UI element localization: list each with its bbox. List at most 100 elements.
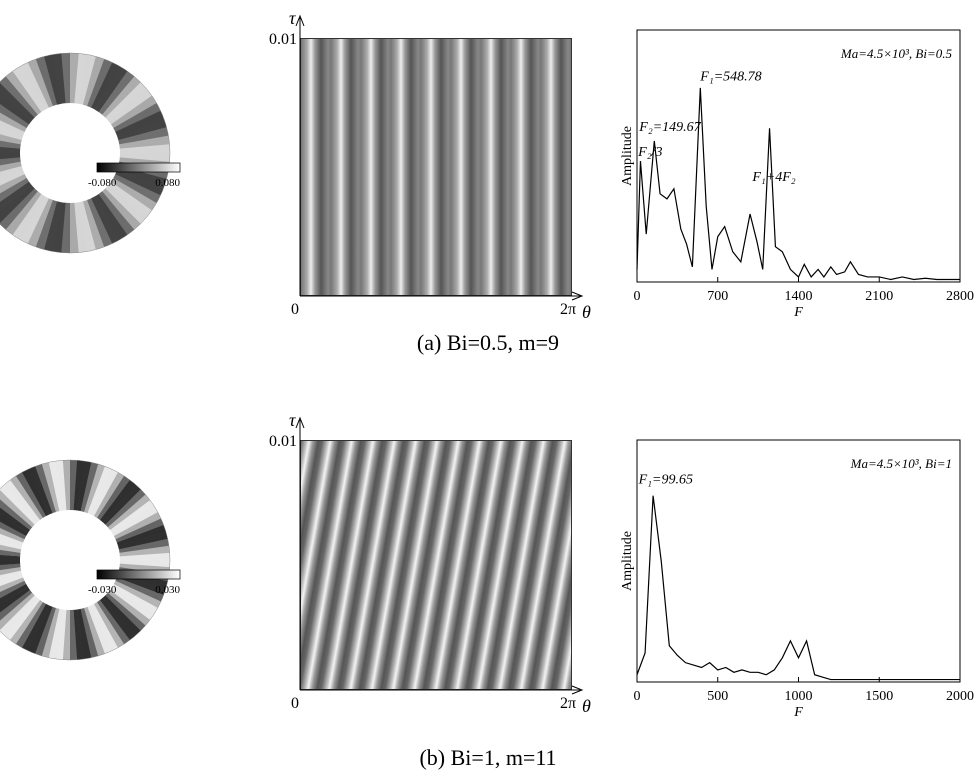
ring-sector bbox=[0, 152, 21, 160]
ring-sector bbox=[101, 188, 141, 230]
ring-sector bbox=[83, 606, 105, 657]
spectrum-line bbox=[636, 87, 960, 281]
ring-sector bbox=[0, 527, 25, 543]
ring-sector bbox=[109, 587, 155, 621]
ring-sector bbox=[80, 607, 99, 658]
x-axis-label: F bbox=[793, 705, 803, 720]
colorbar-min: -0.030 bbox=[88, 584, 117, 596]
ring-sector bbox=[0, 589, 33, 621]
ring-sector bbox=[113, 580, 161, 609]
ring-sector bbox=[87, 466, 112, 515]
annotation: F₂/3 bbox=[637, 145, 662, 160]
ring-sector bbox=[15, 601, 47, 648]
ring-sector bbox=[0, 521, 27, 540]
ring-sector bbox=[80, 462, 99, 513]
ring-sector bbox=[110, 500, 155, 534]
ring-sector bbox=[105, 185, 147, 225]
ring-sector bbox=[115, 518, 164, 543]
ring-sector bbox=[0, 103, 30, 128]
ring-sector bbox=[0, 140, 21, 149]
ring-sector bbox=[0, 181, 32, 212]
ring-sector bbox=[105, 592, 146, 631]
arrow bbox=[295, 416, 305, 429]
ring-sector bbox=[62, 609, 70, 660]
ring-sector bbox=[0, 112, 27, 132]
ring-sector bbox=[52, 202, 66, 253]
ring-sector bbox=[118, 538, 170, 554]
ring-sector bbox=[27, 58, 54, 108]
ring-sector bbox=[0, 127, 24, 141]
y-axis-label: Amplitude bbox=[620, 126, 635, 186]
ring-sector bbox=[70, 53, 80, 104]
spacetime-plot bbox=[300, 38, 572, 296]
ring-sector bbox=[4, 597, 41, 641]
ring-sector bbox=[0, 592, 35, 631]
ring-sector bbox=[0, 595, 38, 636]
ring-sector bbox=[90, 603, 118, 652]
ring-sector bbox=[118, 127, 169, 145]
ring-sector bbox=[78, 54, 97, 105]
ring-sector bbox=[19, 196, 49, 244]
ring-sector bbox=[48, 608, 63, 659]
ring-sector bbox=[15, 472, 47, 518]
ring-sector bbox=[35, 463, 57, 514]
ring-sector bbox=[102, 484, 141, 525]
ring-sector bbox=[98, 191, 135, 236]
ring-sector bbox=[0, 188, 38, 230]
ring-sector bbox=[77, 461, 92, 512]
ring-sector bbox=[74, 53, 88, 104]
ring-sector bbox=[107, 589, 151, 626]
y-axis-label: Amplitude bbox=[620, 531, 635, 591]
ring-sector bbox=[116, 525, 167, 547]
ring-sector bbox=[112, 505, 158, 537]
legend-text: Ma=4.5×10³, Bi=0.5 bbox=[840, 46, 953, 61]
ring-sector bbox=[0, 119, 25, 136]
spacetime-plot bbox=[300, 440, 572, 690]
ring-sector bbox=[90, 196, 120, 244]
ring-sector bbox=[5, 70, 42, 115]
ring-sector bbox=[0, 544, 22, 553]
ring-sector bbox=[110, 178, 157, 211]
ring-sector bbox=[28, 605, 53, 654]
ring-sector bbox=[0, 76, 39, 118]
ring-sector bbox=[0, 573, 24, 587]
ring-sector bbox=[22, 468, 50, 517]
ring-sector bbox=[0, 184, 35, 224]
x-tick-label: 0 bbox=[634, 689, 641, 704]
ring-sector bbox=[0, 577, 25, 592]
ring-sector bbox=[119, 552, 170, 561]
y-top: 0.01 bbox=[269, 31, 297, 48]
ring-sector bbox=[91, 62, 121, 110]
ring-sector bbox=[115, 170, 164, 196]
ring-sector bbox=[90, 469, 119, 517]
ring-sector bbox=[5, 191, 42, 235]
ring-sector bbox=[70, 459, 78, 511]
ring-sector bbox=[12, 193, 45, 240]
y-label: τ bbox=[289, 8, 296, 28]
ring-sector bbox=[102, 595, 141, 636]
ring-sector bbox=[0, 566, 22, 576]
ring-sector bbox=[69, 609, 78, 661]
colorbar bbox=[96, 569, 181, 580]
ring-sector bbox=[69, 202, 79, 253]
ring-sector bbox=[48, 460, 64, 512]
x-tick-label: 2800 bbox=[946, 289, 974, 304]
ring-sector bbox=[108, 88, 153, 125]
ring-sector bbox=[119, 144, 171, 154]
arrow bbox=[571, 685, 584, 695]
ring-sector bbox=[43, 201, 62, 252]
caption: (a) Bi=0.5, m=9 bbox=[417, 330, 559, 355]
ring-sector bbox=[0, 82, 35, 121]
ring-sector bbox=[34, 606, 56, 656]
ring-sector bbox=[97, 475, 131, 521]
x-tick-label: 1000 bbox=[785, 689, 813, 704]
ring-sector bbox=[55, 609, 67, 660]
ring-sector bbox=[62, 460, 71, 511]
ring-sector bbox=[93, 602, 125, 648]
ring-sector bbox=[0, 514, 29, 537]
ring-sector bbox=[35, 199, 58, 250]
annotation: F₁=99.65 bbox=[638, 473, 693, 488]
ring-sector bbox=[93, 472, 125, 519]
ring-sector bbox=[0, 157, 21, 166]
x-axis-label: F bbox=[793, 305, 803, 320]
